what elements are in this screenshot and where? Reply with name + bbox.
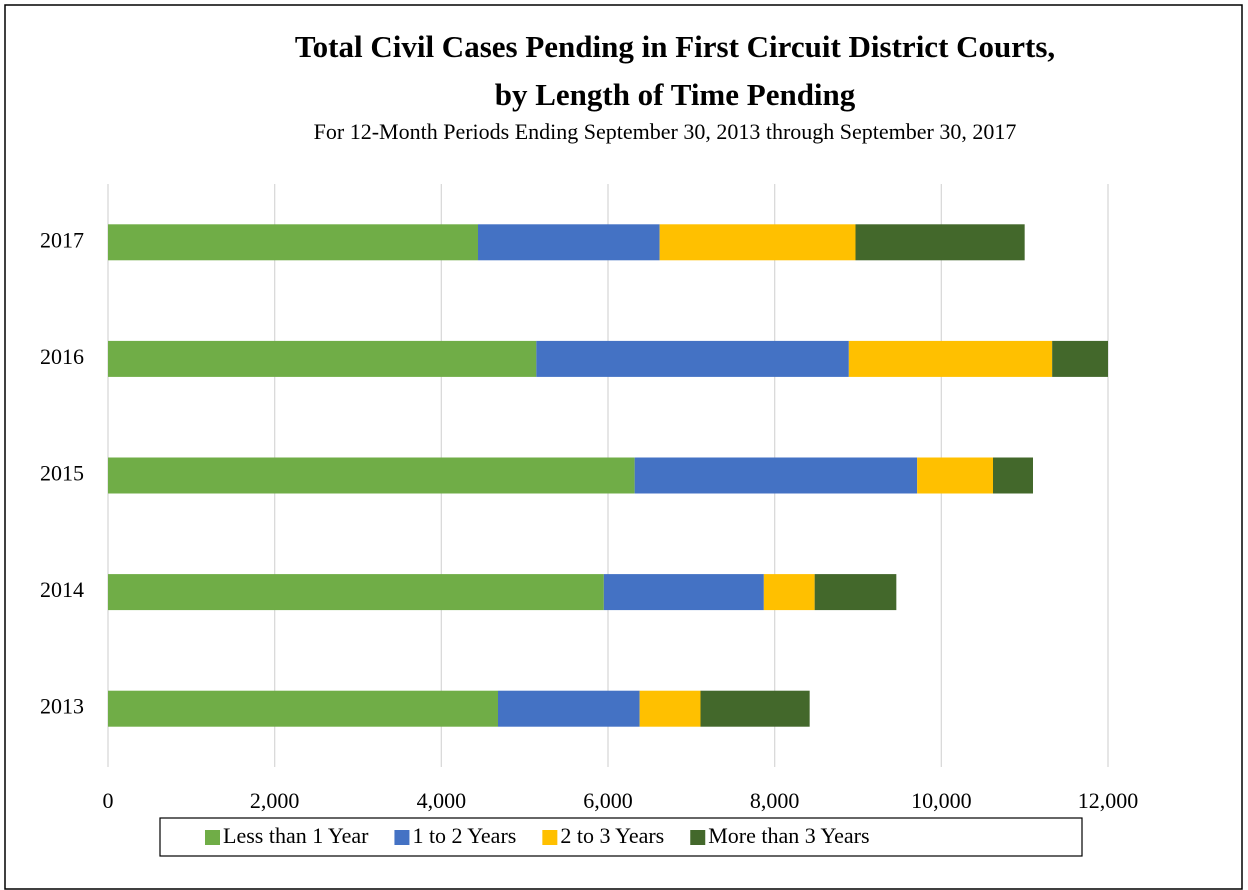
x-tick-label: 2,000 bbox=[250, 788, 300, 813]
bar-segment bbox=[498, 690, 640, 727]
bar-segment bbox=[848, 340, 1053, 377]
bar-segment bbox=[108, 457, 635, 494]
x-tick-label: 0 bbox=[103, 788, 114, 813]
bar-segment bbox=[814, 574, 897, 611]
chart-subtitle: For 12-Month Periods Ending September 30… bbox=[314, 119, 1017, 144]
x-tick-label: 6,000 bbox=[583, 788, 633, 813]
y-tick-label: 2013 bbox=[40, 694, 84, 719]
bar-segment bbox=[659, 224, 856, 261]
legend-swatch bbox=[394, 830, 410, 845]
y-tick-label: 2017 bbox=[40, 227, 84, 252]
legend-label: Less than 1 Year bbox=[223, 823, 369, 848]
legend-swatch bbox=[690, 830, 706, 845]
legend-swatch bbox=[205, 830, 220, 845]
x-tick-label: 4,000 bbox=[417, 788, 467, 813]
bar-segment bbox=[993, 457, 1033, 494]
chart-border bbox=[4, 4, 1243, 890]
bar-segment bbox=[108, 574, 604, 611]
bar-segment bbox=[108, 224, 478, 261]
bar-segment bbox=[855, 224, 1025, 261]
bar-segment bbox=[108, 340, 537, 377]
bar-segment bbox=[478, 224, 660, 261]
y-tick-label: 2015 bbox=[40, 461, 84, 486]
x-tick-label: 8,000 bbox=[750, 788, 800, 813]
bar-segment bbox=[917, 457, 993, 494]
x-tick-label: 12,000 bbox=[1078, 788, 1139, 813]
chart-title: Total Civil Cases Pending in First Circu… bbox=[295, 29, 1055, 64]
bar-segment bbox=[634, 457, 918, 494]
y-tick-label: 2014 bbox=[40, 577, 84, 602]
legend-label: More than 3 Years bbox=[708, 823, 869, 848]
legend-swatch bbox=[542, 830, 558, 845]
legend-box bbox=[159, 817, 1083, 857]
legend-label: 2 to 3 Years bbox=[560, 823, 664, 848]
bar-segment bbox=[108, 690, 498, 727]
legend-label: 1 to 2 Years bbox=[412, 823, 516, 848]
x-tick-label: 10,000 bbox=[911, 788, 972, 813]
bar-segment bbox=[763, 574, 815, 611]
bar-segment bbox=[639, 690, 701, 727]
bar-segment bbox=[536, 340, 849, 377]
chart-title: by Length of Time Pending bbox=[495, 77, 856, 112]
y-tick-label: 2016 bbox=[40, 344, 84, 369]
bar-segment bbox=[700, 690, 810, 727]
bar-segment bbox=[1052, 340, 1108, 377]
bar-segment bbox=[603, 574, 764, 611]
